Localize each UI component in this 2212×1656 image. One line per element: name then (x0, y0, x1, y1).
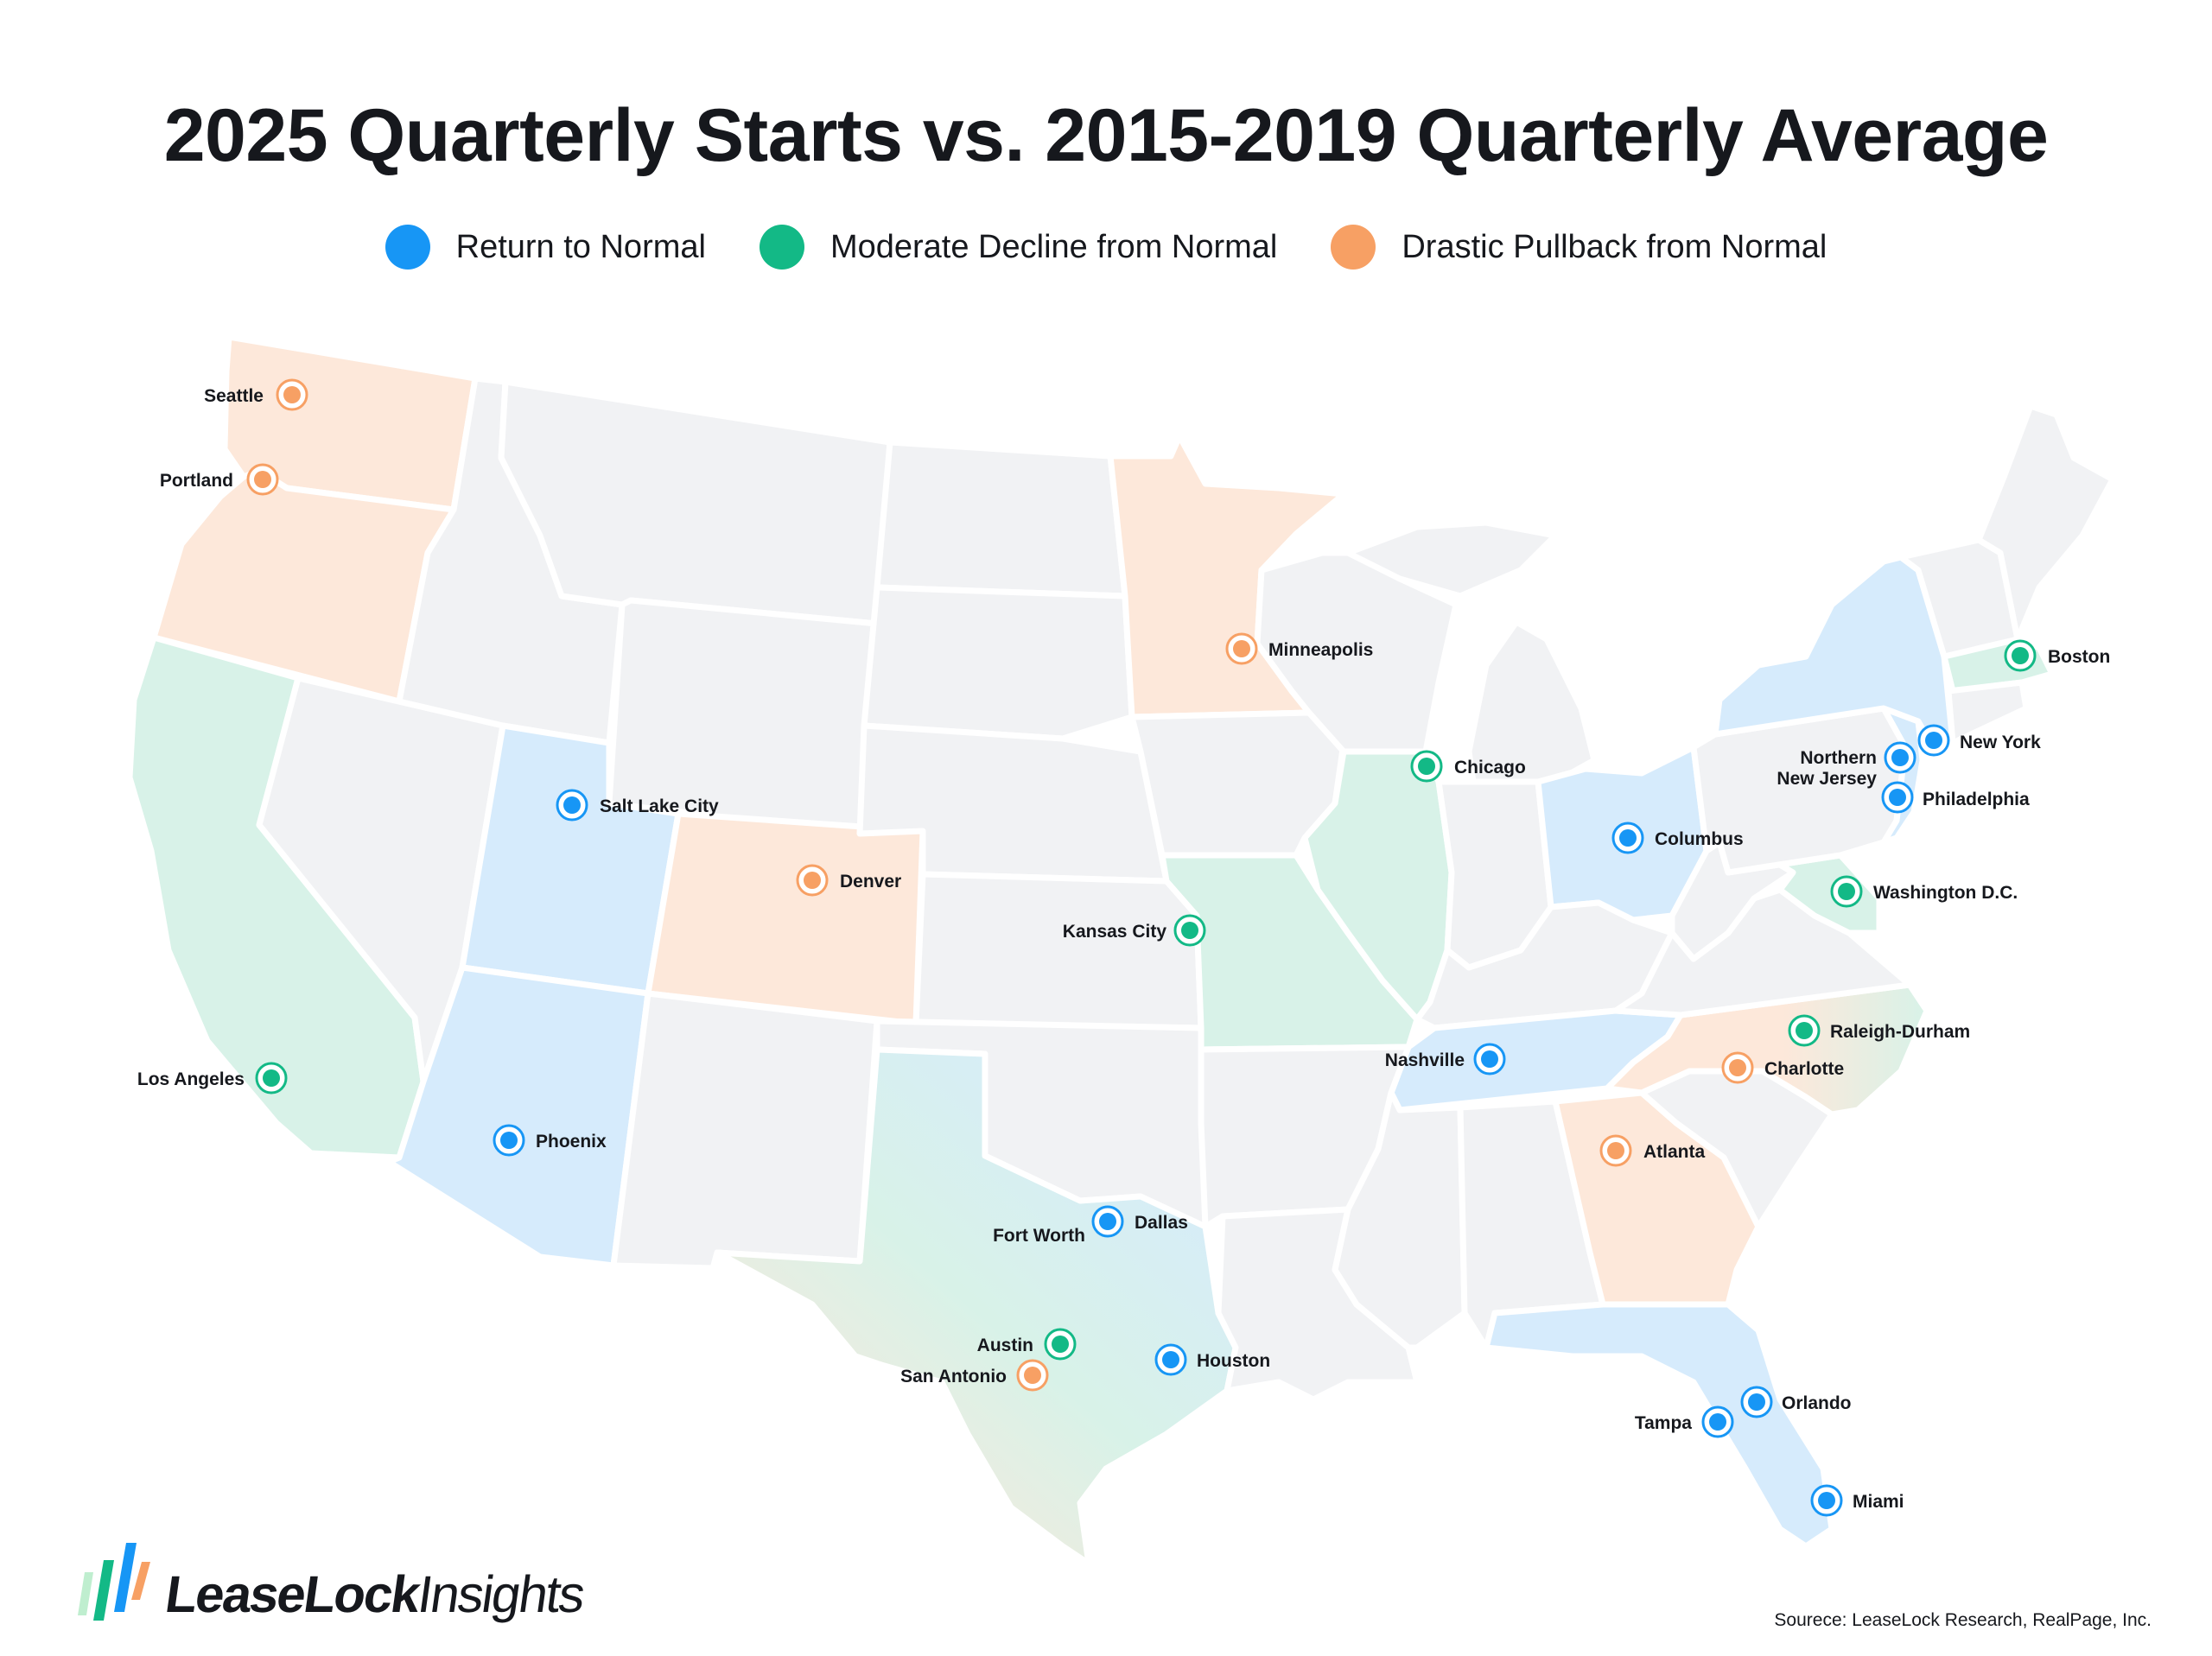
city-marker-kansas-city[interactable]: Kansas City (1063, 914, 1206, 947)
city-marker-dallas[interactable]: Dallas Fort Worth (993, 1205, 1188, 1246)
city-marker-houston[interactable]: Houston (1154, 1343, 1270, 1376)
city-label: Kansas City (1063, 922, 1167, 942)
city-marker-los-angeles[interactable]: Los Angeles (137, 1062, 288, 1094)
city-marker-phoenix[interactable]: Phoenix (493, 1124, 607, 1157)
city-marker-tampa[interactable]: Tampa (1635, 1405, 1734, 1438)
city-label: Philadelphia (1923, 790, 2030, 809)
city-marker-austin[interactable]: Austin (977, 1328, 1077, 1361)
city-marker-atlanta[interactable]: Atlanta (1599, 1134, 1705, 1167)
state-wisconsin (1254, 549, 1459, 755)
city-label: Orlando (1782, 1393, 1852, 1413)
city-label: Raleigh-Durham (1830, 1022, 1970, 1042)
city-label: Fort Worth (993, 1226, 1085, 1246)
city-label: Portland (160, 471, 233, 491)
city-label: Northern New Jersey (1777, 748, 1877, 789)
map-title: 2025 Quarterly Starts vs. 2015-2019 Quar… (163, 94, 2049, 177)
legend-label: Moderate Decline from Normal (830, 228, 1278, 265)
logo-wordmark: LeaseLockInsights (162, 1565, 588, 1623)
city-label: Washington D.C. (1873, 883, 2018, 903)
legend-item-moderate-decline: Moderate Decline from Normal (759, 225, 1278, 270)
state-new-mexico (610, 990, 880, 1272)
legend: Return to Normal Moderate Decline from N… (0, 225, 2212, 270)
city-label: Atlanta (1643, 1142, 1705, 1162)
city-label: Nashville (1385, 1050, 1465, 1070)
state-texas (714, 1046, 1239, 1567)
legend-label: Drastic Pullback from Normal (1402, 228, 1827, 265)
city-marker-washington-dc[interactable]: Washington D.C. (1830, 875, 2018, 908)
city-marker-seattle[interactable]: Seattle (204, 378, 308, 411)
city-label: Miami (1853, 1492, 1904, 1512)
state-montana (498, 378, 893, 627)
city-label: Houston (1197, 1351, 1270, 1371)
city-marker-philadelphia[interactable]: Philadelphia (1881, 781, 2030, 814)
city-label: Salt Lake City (600, 796, 719, 816)
city-marker-boston[interactable]: Boston (2004, 639, 2110, 672)
city-label: Boston (2048, 647, 2110, 667)
city-label: Tampa (1635, 1413, 1692, 1433)
city-label: Austin (977, 1336, 1033, 1355)
city-label: Los Angeles (137, 1069, 245, 1089)
source-note: Sourece: LeaseLock Research, RealPage, I… (1774, 1610, 2152, 1630)
green-dot-icon (759, 225, 804, 270)
city-marker-new-york[interactable]: New York (1917, 724, 2041, 757)
legend-item-return-to-normal: Return to Normal (385, 225, 706, 270)
city-label: Charlotte (1764, 1059, 1844, 1079)
city-marker-columbus[interactable]: Columbus (1611, 822, 1744, 854)
city-label: Denver (840, 872, 901, 891)
city-label: New York (1960, 733, 2041, 752)
state-shapes (126, 333, 2116, 1567)
city-marker-raleigh-durham[interactable]: Raleigh-Durham (1788, 1014, 1970, 1047)
logo-bars-icon (78, 1543, 150, 1621)
city-label: Dallas (1135, 1213, 1188, 1233)
state-florida (1483, 1301, 1835, 1550)
city-label: Chicago (1454, 758, 1526, 777)
city-marker-charlotte[interactable]: Charlotte (1721, 1051, 1844, 1084)
city-marker-miami[interactable]: Miami (1810, 1484, 1904, 1517)
leaselock-logo: LeaseLockInsights (76, 1538, 588, 1623)
state-south-dakota (861, 584, 1135, 742)
city-marker-northern-new-jersey[interactable]: Northern New Jersey (1777, 741, 1916, 789)
state-maine (1975, 403, 2116, 643)
city-marker-orlando[interactable]: Orlando (1740, 1386, 1852, 1418)
state-north-dakota (874, 439, 1128, 600)
state-kansas (912, 871, 1205, 1031)
blue-dot-icon (385, 225, 430, 270)
city-markers: Seattle Portland Minneapolis Boston New … (137, 378, 2110, 1517)
state-colorado (645, 810, 926, 1027)
city-marker-nashville[interactable]: Nashville (1385, 1043, 1506, 1075)
city-label: Columbus (1655, 829, 1744, 849)
city-marker-salt-lake-city[interactable]: Salt Lake City (556, 789, 719, 822)
state-connecticut (1945, 679, 2030, 746)
city-marker-denver[interactable]: Denver (796, 864, 901, 897)
city-marker-minneapolis[interactable]: Minneapolis (1225, 632, 1373, 665)
city-label: Minneapolis (1268, 640, 1373, 660)
city-marker-chicago[interactable]: Chicago (1410, 750, 1526, 783)
orange-dot-icon (1331, 225, 1376, 270)
city-label: San Antonio (900, 1367, 1007, 1386)
city-label: Phoenix (536, 1132, 607, 1152)
legend-item-drastic-pullback: Drastic Pullback from Normal (1331, 225, 1827, 270)
city-marker-portland[interactable]: Portland (160, 463, 279, 496)
city-label: Seattle (204, 386, 264, 406)
legend-label: Return to Normal (455, 228, 706, 265)
city-marker-san-antonio[interactable]: San Antonio (900, 1359, 1049, 1392)
